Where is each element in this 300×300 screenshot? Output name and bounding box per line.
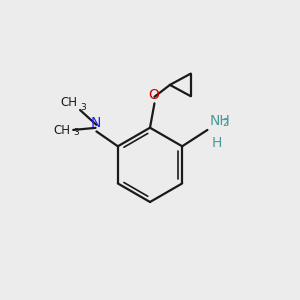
Text: 3: 3 bbox=[80, 103, 86, 112]
Text: 3: 3 bbox=[73, 128, 79, 137]
Text: H: H bbox=[211, 136, 222, 151]
Text: N: N bbox=[91, 116, 101, 130]
Text: CH: CH bbox=[54, 124, 71, 137]
Text: O: O bbox=[148, 88, 159, 102]
Text: 2: 2 bbox=[222, 118, 228, 128]
Text: NH: NH bbox=[210, 114, 231, 128]
Text: CH: CH bbox=[61, 96, 78, 109]
